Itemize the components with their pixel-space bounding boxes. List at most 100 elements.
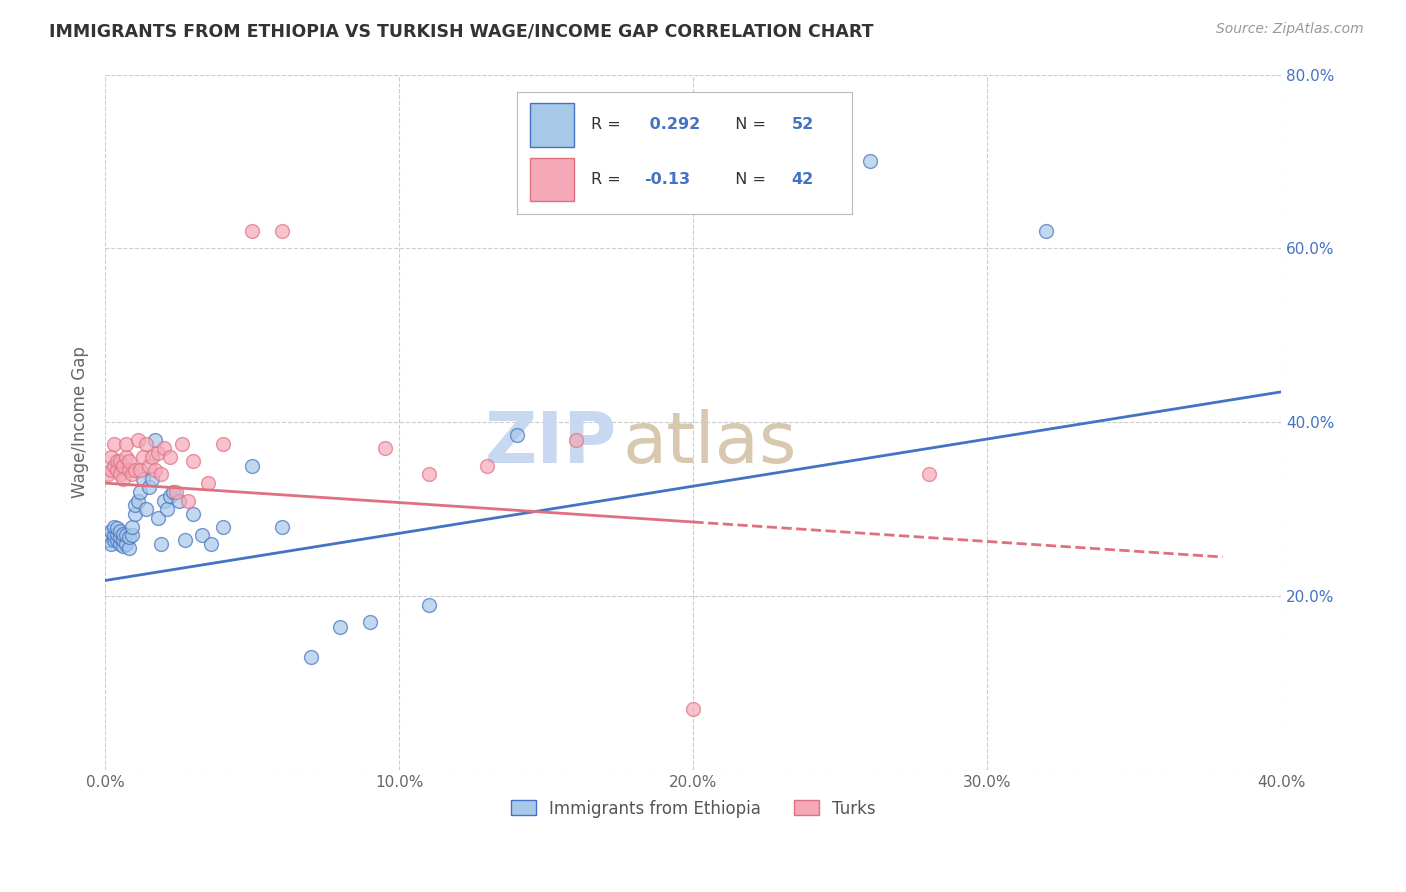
Point (183, 454, 205, 468)
Point (132, 472, 155, 486)
Point (159, 450, 181, 464)
Point (111, 472, 134, 486)
Text: ZIP: ZIP (485, 409, 617, 477)
Point (111, 526, 134, 541)
Point (141, 450, 163, 464)
Point (211, 519, 233, 533)
Point (127, 493, 149, 508)
Text: atlas: atlas (623, 409, 797, 477)
Point (359, 615, 381, 630)
Point (299, 650, 322, 665)
Point (103, 533, 125, 547)
Point (138, 458, 160, 473)
Point (176, 493, 198, 508)
Point (211, 437, 233, 451)
Point (124, 507, 146, 521)
Legend: Immigrants from Ethiopia, Turks: Immigrants from Ethiopia, Turks (503, 793, 883, 824)
Point (477, 458, 499, 473)
Point (374, 442, 396, 456)
Point (129, 463, 152, 477)
Point (105, 454, 128, 468)
Point (97, 533, 120, 547)
Point (146, 511, 169, 525)
Point (156, 502, 179, 516)
Point (418, 467, 440, 482)
Point (143, 463, 166, 477)
Point (197, 476, 219, 491)
Point (183, 507, 205, 521)
Point (103, 528, 125, 542)
Point (240, 458, 263, 473)
Point (418, 598, 440, 612)
Point (270, 519, 292, 533)
Point (100, 524, 122, 538)
Point (118, 463, 141, 477)
Point (127, 433, 149, 447)
Text: Source: ZipAtlas.com: Source: ZipAtlas.com (1216, 22, 1364, 37)
Point (105, 521, 128, 535)
Point (121, 519, 143, 533)
Point (143, 433, 166, 447)
Point (150, 537, 173, 551)
Point (105, 533, 128, 547)
Point (124, 463, 146, 477)
Point (118, 454, 141, 468)
Point (111, 533, 134, 547)
Point (108, 467, 131, 482)
Point (118, 530, 141, 544)
Point (105, 463, 128, 477)
Point (97, 467, 120, 482)
Point (859, 154, 882, 169)
Point (103, 519, 125, 533)
Point (114, 528, 136, 542)
Point (121, 467, 143, 482)
Point (124, 498, 146, 512)
Point (167, 493, 190, 508)
Point (1035, 224, 1057, 238)
Point (146, 445, 169, 459)
Point (129, 484, 152, 499)
Point (162, 484, 184, 499)
Point (506, 428, 529, 442)
Point (111, 539, 134, 553)
Point (141, 472, 163, 486)
Point (114, 450, 136, 464)
Point (165, 484, 187, 499)
Point (138, 480, 160, 494)
Point (111, 458, 134, 473)
Point (191, 528, 214, 542)
Point (682, 702, 704, 716)
Point (564, 433, 586, 447)
Point (114, 537, 136, 551)
Point (121, 528, 143, 542)
Y-axis label: Wage/Income Gap: Wage/Income Gap (72, 346, 89, 499)
Point (108, 530, 131, 544)
Point (270, 224, 292, 238)
Point (114, 437, 136, 451)
Point (170, 437, 193, 451)
Point (100, 463, 122, 477)
Point (132, 450, 155, 464)
Point (103, 437, 125, 451)
Point (108, 524, 131, 538)
Point (150, 467, 173, 482)
Point (153, 493, 176, 508)
Point (200, 537, 222, 551)
Text: IMMIGRANTS FROM ETHIOPIA VS TURKISH WAGE/INCOME GAP CORRELATION CHART: IMMIGRANTS FROM ETHIOPIA VS TURKISH WAGE… (49, 22, 873, 40)
Point (135, 502, 157, 516)
Point (135, 437, 157, 451)
Point (240, 224, 263, 238)
Point (108, 537, 131, 551)
Point (100, 537, 122, 551)
Point (153, 442, 176, 456)
Point (917, 467, 939, 482)
Point (173, 533, 195, 547)
Point (103, 458, 125, 473)
Point (159, 489, 181, 503)
Point (100, 450, 122, 464)
Point (97, 528, 120, 542)
Point (118, 541, 141, 556)
Point (105, 526, 128, 541)
Point (108, 454, 131, 468)
Point (329, 619, 352, 633)
